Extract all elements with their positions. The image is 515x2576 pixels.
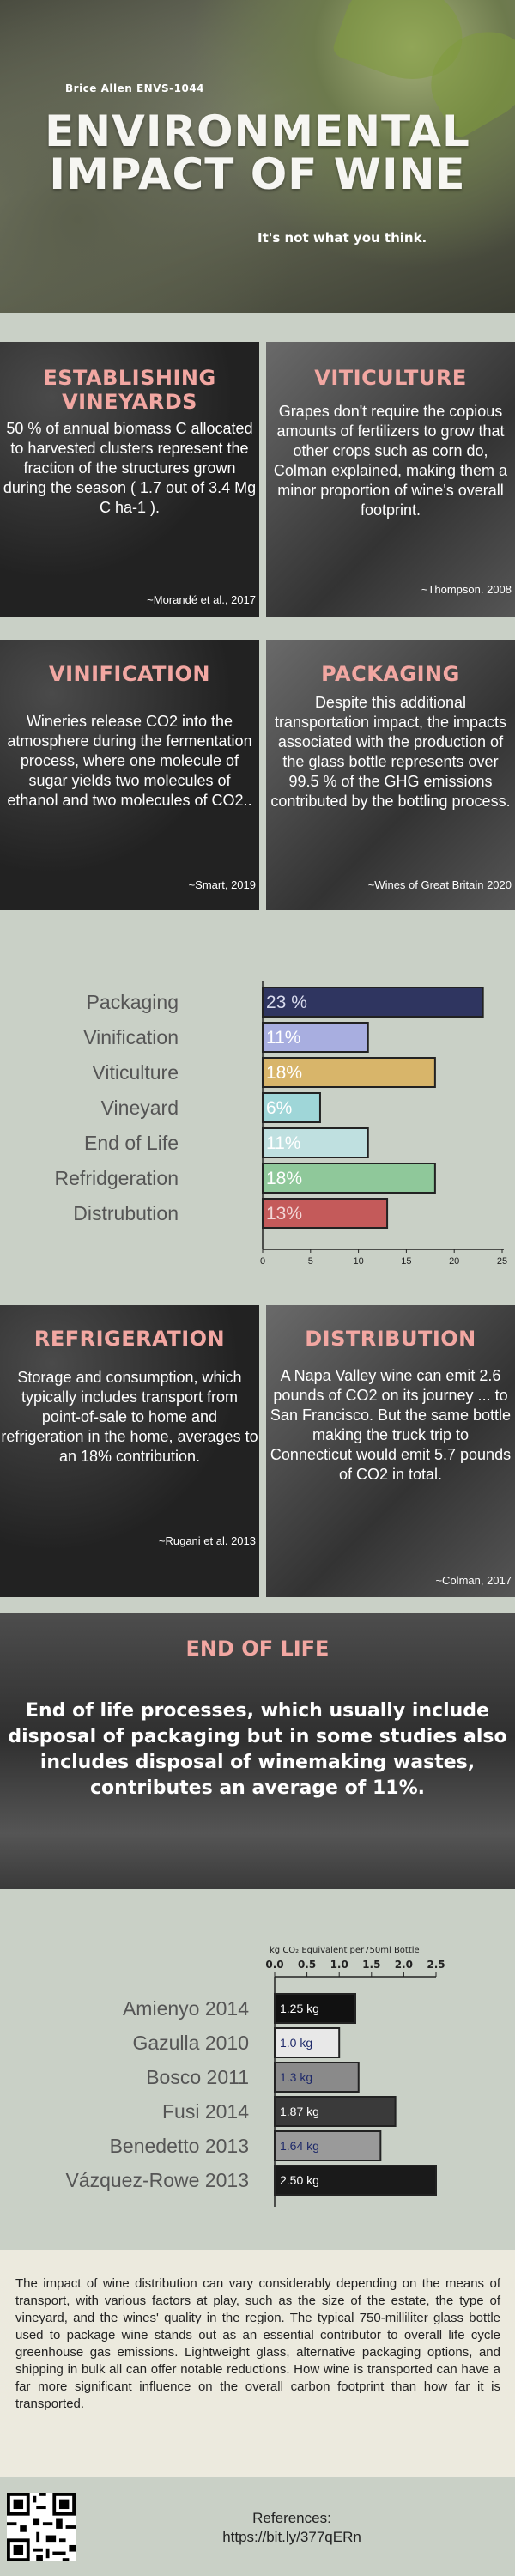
x-tick-label: 2.5 xyxy=(427,1959,445,1971)
panel-citation: ~Thompson. 2008 xyxy=(421,583,512,596)
panel-title: PACKAGING xyxy=(321,662,460,686)
data-label: 18% xyxy=(266,1169,302,1188)
category-label: Gazulla 2010 xyxy=(132,2032,249,2054)
category-label: Viticulture xyxy=(92,1061,179,1084)
summary-section: The impact of wine distribution can vary… xyxy=(0,2250,515,2477)
references-section: References: https://bit.ly/377qERn xyxy=(0,2477,515,2576)
x-tick-label: 0.0 xyxy=(265,1959,283,1971)
x-tick-label: 15 xyxy=(401,1256,411,1267)
category-label: Fusi 2014 xyxy=(162,2100,249,2123)
chart-title: kg CO₂ Equivalent per750ml Bottle xyxy=(270,1946,420,1955)
category-label: Bosco 2011 xyxy=(146,2066,249,2088)
data-label: 23 % xyxy=(266,993,307,1012)
bar xyxy=(262,1022,369,1053)
data-label: 11% xyxy=(266,1133,300,1153)
bar xyxy=(262,1127,369,1158)
panel-vineyards: ESTABLISHING VINEYARDS 50 % of annual bi… xyxy=(0,342,259,617)
category-label: Distrubution xyxy=(73,1202,179,1224)
category-label: Amienyo 2014 xyxy=(123,1997,249,2020)
panel-packaging: PACKAGING Despite this additional transp… xyxy=(266,640,515,910)
x-tick-label: 1.0 xyxy=(330,1959,348,1971)
bar xyxy=(274,2165,437,2196)
bar xyxy=(262,1163,436,1194)
data-label: 1.64 kg xyxy=(280,2139,319,2153)
data-label: 6% xyxy=(266,1098,292,1118)
data-label: 1.87 kg xyxy=(280,2105,319,2118)
bar xyxy=(274,1993,356,2024)
category-label: End of Life xyxy=(84,1132,179,1154)
category-label: Vázquez-Rowe 2013 xyxy=(65,2169,249,2191)
panel-title: ESTABLISHING VINEYARDS xyxy=(43,366,216,414)
bar xyxy=(262,1198,389,1229)
bar xyxy=(274,2096,397,2127)
data-label: 13% xyxy=(266,1204,302,1224)
panel-viticulture: VITICULTURE Grapes don't require the cop… xyxy=(266,342,515,617)
panel-body: Grapes don't require the copious amounts… xyxy=(273,403,508,519)
x-tick-label: 2.0 xyxy=(395,1959,413,1971)
category-label: Vineyard xyxy=(101,1097,179,1119)
qr-code-icon[interactable] xyxy=(7,2493,76,2561)
panel-body: Wineries release CO2 into the atmosphere… xyxy=(7,713,252,809)
x-tick-label: 0.5 xyxy=(298,1959,316,1971)
co2-per-bottle-chart-axes: kg CO₂ Equivalent per750ml Bottle 0.0 0.5 1… xyxy=(65,1946,445,2207)
hero-banner: Brice Allen ENVS-1044 ENVIRONMENTAL IMPA… xyxy=(0,0,515,313)
page-subtitle: It's not what you think. xyxy=(258,230,427,246)
section-title: END OF LIFE xyxy=(185,1637,330,1661)
bar xyxy=(262,987,484,1018)
panel-title: DISTRIBUTION xyxy=(305,1327,476,1351)
title-line-2: IMPACT OF WINE xyxy=(49,149,466,199)
x-tick-label: 20 xyxy=(449,1256,459,1267)
panel-distribution: DISTRIBUTION A Napa Valley wine can emit… xyxy=(266,1305,515,1597)
panel-title: REFRIGERATION xyxy=(33,1327,226,1351)
section-text: End of life processes, which usually inc… xyxy=(8,1700,507,1799)
data-label: 2.50 kg xyxy=(280,2173,319,2187)
bar xyxy=(274,2062,360,2093)
panel-refrigeration: REFRIGERATION Storage and consumption, w… xyxy=(0,1305,259,1597)
data-label: 11% xyxy=(266,1028,300,1048)
impact-share-chart-axes: Packaging 23 % Vinification 11% Viticulture 1… xyxy=(55,981,507,1267)
summary-text: The impact of wine distribution can vary… xyxy=(15,2276,500,2411)
category-label: Refridgeration xyxy=(55,1167,179,1189)
category-label: Benedetto 2013 xyxy=(110,2135,249,2157)
bar xyxy=(274,2130,382,2161)
references-url[interactable]: https://bit.ly/377qERn xyxy=(222,2529,361,2545)
panel-title: VINIFICATION xyxy=(49,662,210,686)
bar xyxy=(262,1057,436,1088)
panel-citation: ~Morandé et al., 2017 xyxy=(147,593,256,606)
data-label: 1.3 kg xyxy=(280,2070,312,2084)
category-label: Vinification xyxy=(83,1026,179,1048)
references-label: References: xyxy=(252,2510,331,2526)
panel-citation: ~Colman, 2017 xyxy=(435,1574,512,1587)
x-tick-label: 1.5 xyxy=(362,1959,380,1971)
category-label: Packaging xyxy=(87,991,179,1013)
data-label: 1.25 kg xyxy=(280,2002,319,2015)
title-line-1: ENVIRONMENTAL xyxy=(45,106,470,156)
page-title: ENVIRONMENTAL IMPACT OF WINE xyxy=(0,110,515,196)
panel-citation: ~Rugani et al. 2013 xyxy=(158,1534,256,1547)
panel-body: Storage and consumption, which typically… xyxy=(1,1369,258,1465)
author-line: Brice Allen ENVS-1044 xyxy=(65,82,205,94)
panel-title: VITICULTURE xyxy=(314,366,467,390)
panel-body: A Napa Valley wine can emit 2.6 pounds o… xyxy=(270,1367,512,1483)
co2-per-bottle-chart: kg CO₂ Equivalent per750ml Bottle 0.0 0.5 1… xyxy=(0,1889,515,2250)
panel-citation: ~Wines of Great Britain 2020 xyxy=(367,878,512,891)
bar xyxy=(262,1092,321,1123)
x-tick-label: 5 xyxy=(308,1256,313,1267)
bar xyxy=(274,2027,341,2058)
data-label: 1.0 kg xyxy=(280,2036,312,2050)
data-label: 18% xyxy=(266,1063,302,1083)
panel-citation: ~Smart, 2019 xyxy=(188,878,256,891)
end-of-life-section: END OF LIFE End of life processes, which… xyxy=(0,1613,515,1889)
x-tick-label: 0 xyxy=(260,1256,265,1267)
x-tick-label: 10 xyxy=(353,1256,363,1267)
panel-body: 50 % of annual biomass C allocated to ha… xyxy=(3,420,257,516)
impact-share-chart: Packaging 23 % Vinification 11% Viticulture 1… xyxy=(0,940,515,1284)
panel-body: Despite this additional transportation i… xyxy=(270,694,511,810)
x-tick-label: 25 xyxy=(497,1256,507,1267)
panel-vinification: VINIFICATION Wineries release CO2 into t… xyxy=(0,640,259,910)
